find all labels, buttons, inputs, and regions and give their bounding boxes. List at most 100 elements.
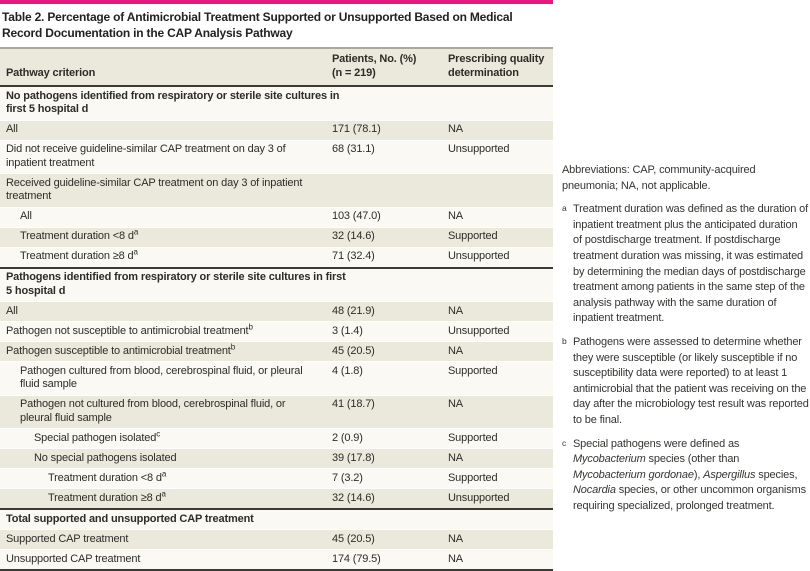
footnote-ref: b — [248, 321, 253, 331]
footnote-marker: c — [562, 437, 567, 448]
patients-cell: 2 (0.9) — [326, 428, 442, 449]
table-row: Treatment duration <8 da 7 (3.2) Supported — [0, 468, 553, 489]
determination-cell: NA — [442, 206, 553, 227]
criterion-cell: Treatment duration <8 da — [0, 226, 326, 247]
criterion-cell: Treatment duration ≥8 da — [0, 246, 326, 269]
footnote-marker: a — [562, 203, 567, 214]
patients-cell: 45 (20.5) — [326, 341, 442, 362]
criterion-cell: All — [0, 301, 326, 322]
criterion-cell: Pathogen susceptible to antimicrobial tr… — [0, 341, 326, 362]
table-row: Pathogen not cultured from blood, cerebr… — [0, 394, 553, 429]
section-row: Total supported and unsupported CAP trea… — [0, 508, 553, 530]
footnote-ref: a — [133, 227, 139, 237]
patients-cell: 68 (31.1) — [326, 139, 442, 174]
determination-cell — [442, 173, 553, 207]
col-header-label: (n = 219) — [332, 66, 376, 79]
table-row: Treatment duration ≥8 da 32 (14.6) Unsuppo… — [0, 488, 553, 510]
determination-cell: Unsupported — [442, 246, 553, 269]
section-header-label: Pathogens identified from respiratory or… — [6, 271, 346, 297]
footnote-item: a Treatment duration was defined as the d… — [562, 202, 809, 327]
footnote-text-italic: Mycobacterium — [573, 453, 646, 466]
patients-cell: 71 (32.4) — [326, 246, 442, 269]
patients-cell: 39 (17.8) — [326, 448, 442, 469]
determination-cell: NA — [442, 119, 553, 140]
footnote-text: Pathogens were assessed to determine whe… — [573, 335, 809, 426]
section-row: Pathogens identified from respiratory or… — [0, 267, 553, 302]
col-header-label: Prescribing quality — [448, 53, 545, 65]
section-header-cell: No pathogens identified from respiratory… — [0, 85, 553, 120]
criterion-cell: Did not receive guideline-similar CAP tr… — [0, 139, 326, 174]
footnote-ref: c — [156, 428, 161, 438]
criterion-cell: All — [0, 206, 326, 227]
patients-cell: 7 (3.2) — [326, 468, 442, 489]
criterion-cell: Special pathogen isolatedc — [0, 428, 326, 449]
patients-cell: 48 (21.9) — [326, 301, 442, 322]
table-body: No pathogens identified from respiratory… — [0, 85, 553, 571]
determination-cell: Unsupported — [442, 488, 553, 510]
determination-cell: NA — [442, 549, 553, 571]
criterion-cell: All — [0, 119, 326, 140]
table-row: Pathogen cultured from blood, cerebrospi… — [0, 361, 553, 395]
table-row: Unsupported CAP treatment 174 (79.5) NA — [0, 549, 553, 571]
footnote-ref: a — [161, 488, 166, 498]
determination-cell: Supported — [442, 361, 553, 395]
cap-analysis-table: Pathway criterion Patients, No. (%) (n =… — [0, 49, 553, 571]
section-row: No pathogens identified from respiratory… — [0, 85, 553, 120]
col-header-label: Patients, No. (%) — [332, 53, 417, 65]
determination-cell: NA — [442, 394, 553, 429]
patients-cell: 103 (47.0) — [326, 206, 442, 227]
table-row: Pathogen not susceptible to antimicrobia… — [0, 321, 553, 342]
table-row: All 103 (47.0) NA — [0, 206, 553, 227]
footnote-marker: b — [562, 335, 567, 346]
section-header-label: No pathogens identified from respiratory… — [6, 89, 340, 116]
footnote-text: ), — [693, 468, 704, 481]
patients-cell: 32 (14.6) — [326, 488, 442, 510]
patients-cell: 3 (1.4) — [326, 321, 442, 342]
footnote-text-italic: Aspergillus — [703, 468, 756, 481]
table-row: Treatment duration <8 da 32 (14.6) Support… — [0, 226, 553, 247]
patients-cell: 171 (78.1) — [326, 119, 442, 140]
criterion-cell: Treatment duration ≥8 da — [0, 488, 326, 510]
col-header-patients: Patients, No. (%) (n = 219) — [326, 49, 442, 87]
determination-cell: Supported — [442, 468, 553, 489]
table-row: Pathogen susceptible to antimicrobial tr… — [0, 341, 553, 362]
footnote-text: species, — [755, 468, 798, 481]
determination-cell: Supported — [442, 428, 553, 449]
table-row: Received guideline-similar CAP treatment… — [0, 173, 553, 207]
determination-cell: Supported — [442, 226, 553, 247]
determination-cell: NA — [442, 448, 553, 469]
criterion-cell: Unsupported CAP treatment — [0, 549, 326, 571]
header-row: Pathway criterion Patients, No. (%) (n =… — [0, 49, 553, 87]
footnote-text-italic: Mycobacterium gordonae — [573, 468, 694, 481]
patients-cell: 174 (79.5) — [326, 549, 442, 571]
criterion-cell: Pathogen cultured from blood, cerebrospi… — [0, 361, 326, 395]
footnote-ref: a — [161, 468, 167, 478]
determination-cell: Unsupported — [442, 321, 553, 342]
table-row: Supported CAP treatment 45 (20.5) NA — [0, 529, 553, 550]
determination-cell: NA — [442, 301, 553, 322]
criterion-cell: Supported CAP treatment — [0, 529, 326, 550]
patients-cell: 4 (1.8) — [326, 361, 442, 395]
footnote-text: Treatment duration was defined as the du… — [573, 203, 808, 325]
patients-cell: 32 (14.6) — [326, 226, 442, 247]
criterion-cell: Treatment duration <8 da — [0, 468, 326, 489]
footnote-text: Special pathogens were defined as — [573, 437, 740, 450]
patients-cell: 45 (20.5) — [326, 529, 442, 550]
table-row: All 171 (78.1) NA — [0, 119, 553, 140]
col-header-label: determination — [448, 66, 519, 79]
criterion-cell: Pathogen not cultured from blood, cerebr… — [0, 394, 326, 429]
table-row: All 48 (21.9) NA — [0, 301, 553, 322]
table2-panel: Table 2. Percentage of Antimicrobial Tre… — [0, 0, 553, 571]
determination-cell: NA — [442, 529, 553, 550]
accent-bar — [0, 0, 553, 4]
table-row: Treatment duration ≥8 da 71 (32.4) Unsuppo… — [0, 246, 553, 269]
criterion-cell: No special pathogens isolated — [0, 448, 326, 469]
col-header-pathway-criterion: Pathway criterion — [0, 49, 326, 87]
table-row: Did not receive guideline-similar CAP tr… — [0, 139, 553, 174]
determination-cell: NA — [442, 341, 553, 362]
footnote-ref: b — [230, 341, 236, 351]
footnote-item: b Pathogens were assessed to determine wh… — [562, 335, 809, 429]
footnote-ref: a — [133, 247, 138, 257]
patients-cell — [326, 173, 442, 207]
footnote-text: species (other than — [645, 453, 740, 466]
